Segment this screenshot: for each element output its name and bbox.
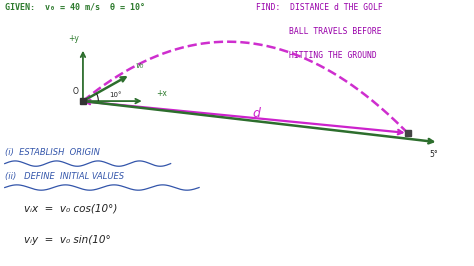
Text: vᵢy  =  v₀ sin(10°: vᵢy = v₀ sin(10° — [24, 235, 110, 246]
Text: vᵢx  =  v₀ cos(10°): vᵢx = v₀ cos(10°) — [24, 203, 117, 214]
Text: +y: +y — [68, 34, 79, 43]
Text: 10°: 10° — [109, 92, 121, 98]
Text: FIND:  DISTANCE d THE GOLF: FIND: DISTANCE d THE GOLF — [256, 3, 383, 12]
Text: (i)  ESTABLISH  ORIGIN: (i) ESTABLISH ORIGIN — [5, 148, 100, 157]
Text: BALL TRAVELS BEFORE: BALL TRAVELS BEFORE — [289, 27, 382, 36]
Text: d: d — [252, 107, 260, 119]
Text: +x: +x — [156, 89, 167, 98]
Text: GIVEN:  v₀ = 40 m/s  θ = 10°: GIVEN: v₀ = 40 m/s θ = 10° — [5, 3, 145, 12]
Text: O: O — [73, 88, 78, 97]
Text: HITTING THE GROUND: HITTING THE GROUND — [289, 51, 377, 60]
Text: 5°: 5° — [429, 150, 438, 159]
Text: (ii)   DEFINE  INITIAL VALUES: (ii) DEFINE INITIAL VALUES — [5, 172, 124, 181]
Text: v₀: v₀ — [135, 61, 144, 70]
